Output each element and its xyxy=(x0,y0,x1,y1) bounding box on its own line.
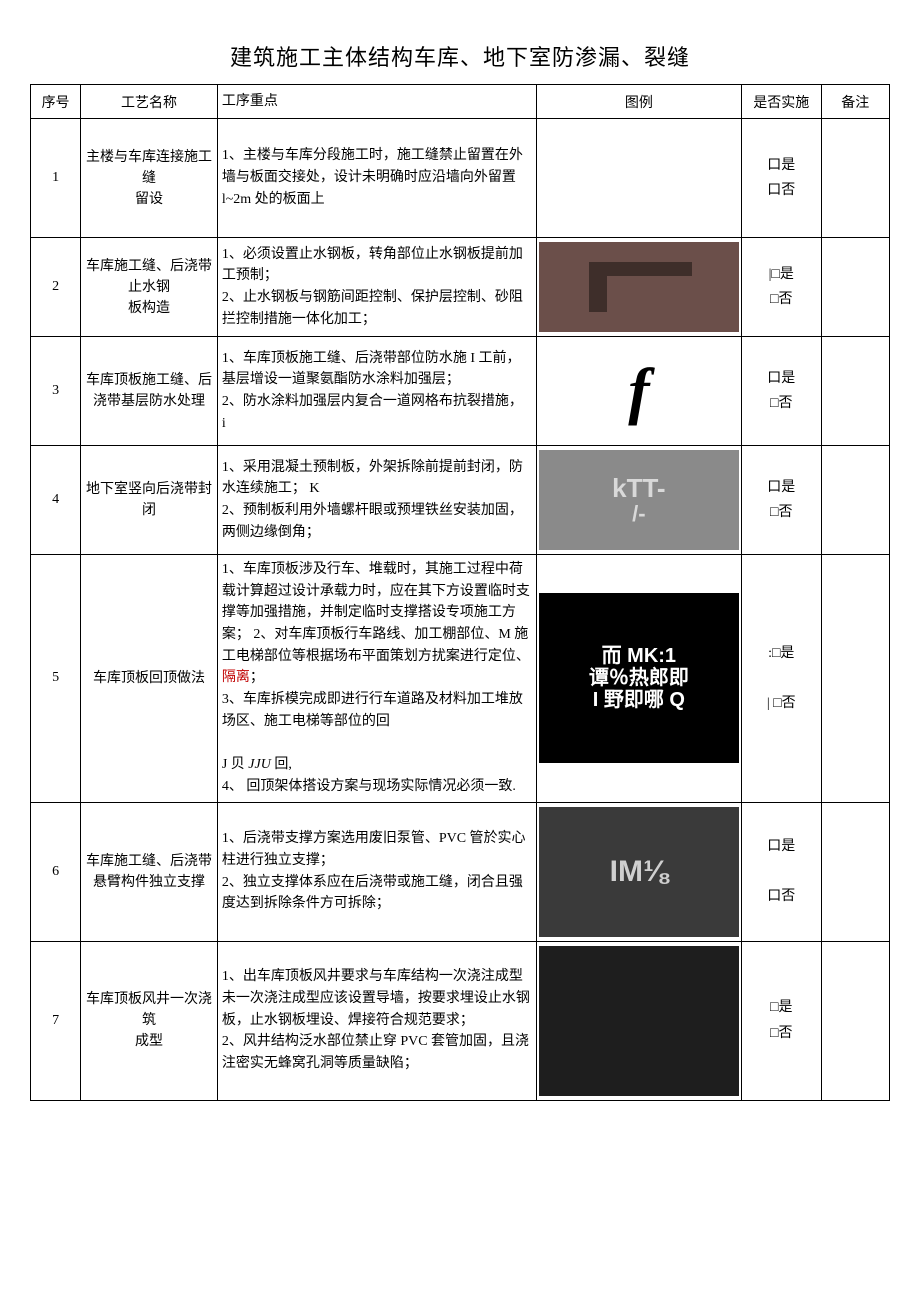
table-row: 1 主楼与车库连接施工缝留设 1、主楼与车库分段施工时，施工缝禁止留置在外墙与板… xyxy=(31,119,890,238)
cell-figure: kTT- /- xyxy=(536,446,741,555)
figure-text: 谭％热郎即 xyxy=(589,667,689,689)
cell-name: 主楼与车库连接施工缝留设 xyxy=(81,119,218,238)
cell-impl: 口是□否 xyxy=(741,337,821,446)
cell-figure: 而 MK:1 谭％热郎即 I 野即哪 Q xyxy=(536,555,741,803)
header-seq: 序号 xyxy=(31,85,81,119)
table-row: 7 车库顶板风井一次浇筑成型 1、出车库顶板风井要求与车库结构一次浇注成型未一次… xyxy=(31,941,890,1100)
table-row: 6 车库施工缝、后浇带悬臂构件独立支撑 1、后浇带支撑方案选用废旧泵管、PVC … xyxy=(31,802,890,941)
cell-impl: 口是口否 xyxy=(741,802,821,941)
cell-seq: 3 xyxy=(31,337,81,446)
cell-seq: 1 xyxy=(31,119,81,238)
table-row: 5 车库顶板回顶做法 1、车库顶板涉及行车、堆载时，其施工过程中荷载计算超过设计… xyxy=(31,555,890,803)
cell-key: 1、出车库顶板风井要求与车库结构一次浇注成型未一次浇注成型应该设置导墙，按要求埋… xyxy=(217,941,536,1100)
cell-note xyxy=(821,941,889,1100)
table-header-row: 序号 工艺名称 工序重点 图例 是否实施 备注 xyxy=(31,85,890,119)
cell-impl: 口是口否 xyxy=(741,119,821,238)
cell-note xyxy=(821,337,889,446)
figure-text: kTT- xyxy=(612,474,665,503)
cell-name: 地下室竖向后浇带封闭 xyxy=(81,446,218,555)
figure-placeholder xyxy=(539,242,739,332)
cell-note xyxy=(821,802,889,941)
cell-note xyxy=(821,238,889,337)
cell-note xyxy=(821,446,889,555)
cell-impl: :□是| □否 xyxy=(741,555,821,803)
cell-figure: IM⅛ xyxy=(536,802,741,941)
header-fig: 图例 xyxy=(536,85,741,119)
figure-placeholder xyxy=(539,123,739,233)
figure-placeholder xyxy=(539,946,739,1096)
cell-seq: 2 xyxy=(31,238,81,337)
figure-placeholder: kTT- /- xyxy=(539,450,739,550)
cell-figure xyxy=(536,238,741,337)
table-row: 2 车库施工缝、后浇带止水钢板构造 1、必须设置止水钢板，转角部位止水钢板提前加… xyxy=(31,238,890,337)
figure-text: /- xyxy=(632,502,645,526)
figure-placeholder: f xyxy=(539,341,739,441)
header-key: 工序重点 xyxy=(217,85,536,119)
cell-key: 1、后浇带支撑方案选用废旧泵管、PVC 管於实心柱进行独立支撑；2、独立支撑体系… xyxy=(217,802,536,941)
cell-name: 车库顶板回顶做法 xyxy=(81,555,218,803)
cell-note xyxy=(821,555,889,803)
cell-note xyxy=(821,119,889,238)
cell-name: 车库施工缝、后浇带悬臂构件独立支撑 xyxy=(81,802,218,941)
cell-name: 车库顶板风井一次浇筑成型 xyxy=(81,941,218,1100)
header-name: 工艺名称 xyxy=(81,85,218,119)
header-note: 备注 xyxy=(821,85,889,119)
cell-impl: 口是□否 xyxy=(741,446,821,555)
cell-key: 1、主楼与车库分段施工时，施工缝禁止留置在外墙与板面交接处，设计未明确时应沿墙向… xyxy=(217,119,536,238)
cell-figure: f xyxy=(536,337,741,446)
cell-key: 1、采用混凝土预制板，外架拆除前提前封闭，防水连续施工； K2、预制板利用外墙螺… xyxy=(217,446,536,555)
cell-key: 1、车库顶板施工缝、后浇带部位防水施 I 工前，基层增设一道聚氨酯防水涂料加强层… xyxy=(217,337,536,446)
cell-figure xyxy=(536,119,741,238)
cell-seq: 7 xyxy=(31,941,81,1100)
table-row: 4 地下室竖向后浇带封闭 1、采用混凝土预制板，外架拆除前提前封闭，防水连续施工… xyxy=(31,446,890,555)
cell-seq: 5 xyxy=(31,555,81,803)
table-row: 3 车库顶板施工缝、后浇带基层防水处理 1、车库顶板施工缝、后浇带部位防水施 I… xyxy=(31,337,890,446)
page-title: 建筑施工主体结构车库、地下室防渗漏、裂缝 xyxy=(30,40,890,72)
cell-seq: 6 xyxy=(31,802,81,941)
cell-name: 车库顶板施工缝、后浇带基层防水处理 xyxy=(81,337,218,446)
cell-impl: |□是□否 xyxy=(741,238,821,337)
cell-key: 1、车库顶板涉及行车、堆载时，其施工过程中荷载计算超过设计承载力时，应在其下方设… xyxy=(217,555,536,803)
figure-svg xyxy=(579,252,699,322)
figure-text: I 野即哪 Q xyxy=(593,689,685,711)
cell-name: 车库施工缝、后浇带止水钢板构造 xyxy=(81,238,218,337)
cell-figure xyxy=(536,941,741,1100)
header-impl: 是否实施 xyxy=(741,85,821,119)
figure-text: 而 MK:1 xyxy=(602,645,676,667)
cell-seq: 4 xyxy=(31,446,81,555)
figure-placeholder: IM⅛ xyxy=(539,807,739,937)
figure-placeholder: 而 MK:1 谭％热郎即 I 野即哪 Q xyxy=(539,593,739,763)
cell-key: 1、必须设置止水钢板，转角部位止水钢板提前加工预制；2、止水钢板与钢筋间距控制、… xyxy=(217,238,536,337)
process-table: 序号 工艺名称 工序重点 图例 是否实施 备注 1 主楼与车库连接施工缝留设 1… xyxy=(30,84,890,1101)
cell-impl: □是□否 xyxy=(741,941,821,1100)
